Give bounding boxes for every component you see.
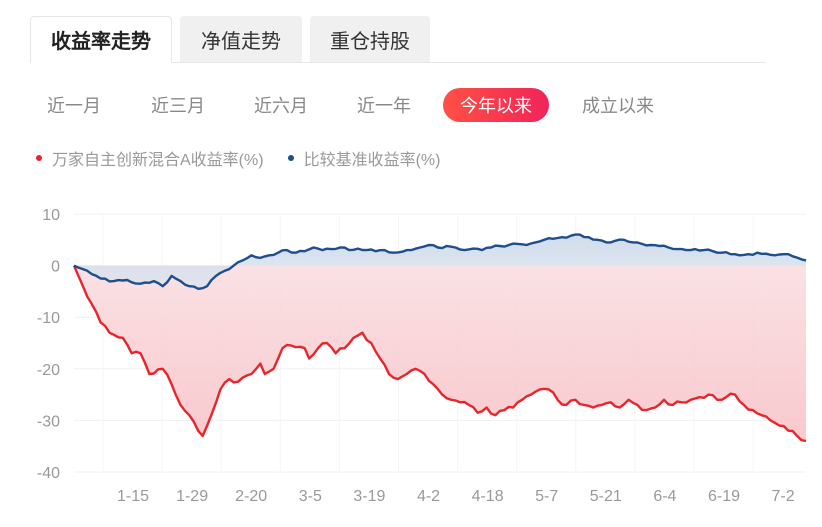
x-tick-label: 3-19 — [353, 488, 385, 505]
x-tick-label: 7-2 — [772, 488, 795, 505]
x-tick-label: 3-5 — [299, 488, 322, 505]
period-ytd-button[interactable]: 今年以来 — [443, 88, 549, 122]
benchmark-series-area — [74, 234, 806, 289]
period-1m-button[interactable]: 近一月 — [47, 96, 101, 116]
x-tick-label: 5-7 — [535, 488, 558, 505]
yield-chart: 10 0 -10 -20 -30 -40 1-15 1-29 2-20 3-5 3-19 4-2 4-… — [37, 207, 807, 505]
period-since-inception-button[interactable]: 成立以来 — [582, 96, 654, 116]
period-3m-button[interactable]: 近三月 — [151, 96, 205, 116]
tab-bar: 收益率走势 净值走势 重仓持股 — [30, 14, 765, 63]
tab-nav-trend[interactable]: 净值走势 — [180, 16, 302, 62]
legend-benchmark-label: 比较基准收益率(%) — [303, 152, 441, 169]
tab-top-holdings[interactable]: 重仓持股 — [310, 16, 430, 62]
y-tick-label: -20 — [37, 362, 60, 379]
x-tick-label: 1-15 — [117, 488, 149, 505]
y-tick-label: 0 — [51, 259, 60, 276]
legend-fund-label: 万家自主创新混合A收益率(%) — [52, 152, 264, 169]
x-tick-label: 5-21 — [590, 488, 622, 505]
legend-fund-marker — [36, 155, 42, 161]
x-tick-label: 6-19 — [708, 488, 740, 505]
fund-series-line[interactable] — [72, 265, 807, 443]
benchmark-series-line[interactable] — [73, 233, 807, 290]
y-tick-label: -30 — [37, 413, 60, 430]
y-tick-label: -10 — [37, 310, 60, 327]
legend-benchmark-marker — [287, 155, 294, 161]
period-1y-button[interactable]: 近一年 — [357, 96, 411, 116]
legend-benchmark[interactable]: 比较基准收益率(%) — [287, 146, 441, 170]
x-axis: 1-15 1-29 2-20 3-5 3-19 4-2 4-18 5-7 5-21 6-4 6-19… — [117, 488, 795, 505]
series-lines — [72, 233, 807, 443]
x-tick-label: 4-18 — [472, 488, 504, 505]
period-6m-button[interactable]: 近六月 — [254, 96, 308, 116]
y-tick-label: -40 — [37, 465, 60, 482]
y-tick-label: 10 — [42, 207, 60, 224]
area-fills — [74, 234, 806, 441]
tab-yield-trend[interactable]: 收益率走势 — [30, 16, 172, 63]
chart-legend: 万家自主创新混合A收益率(%) 比较基准收益率(%) — [36, 146, 464, 170]
x-tick-label: 4-2 — [417, 488, 440, 505]
x-tick-label: 1-29 — [176, 488, 208, 505]
y-axis: 10 0 -10 -20 -30 -40 — [37, 207, 60, 482]
x-tick-label: 2-20 — [235, 488, 267, 505]
legend-fund[interactable]: 万家自主创新混合A收益率(%) — [36, 146, 264, 170]
x-tick-label: 6-4 — [653, 488, 676, 505]
fund-series-area — [74, 265, 806, 441]
